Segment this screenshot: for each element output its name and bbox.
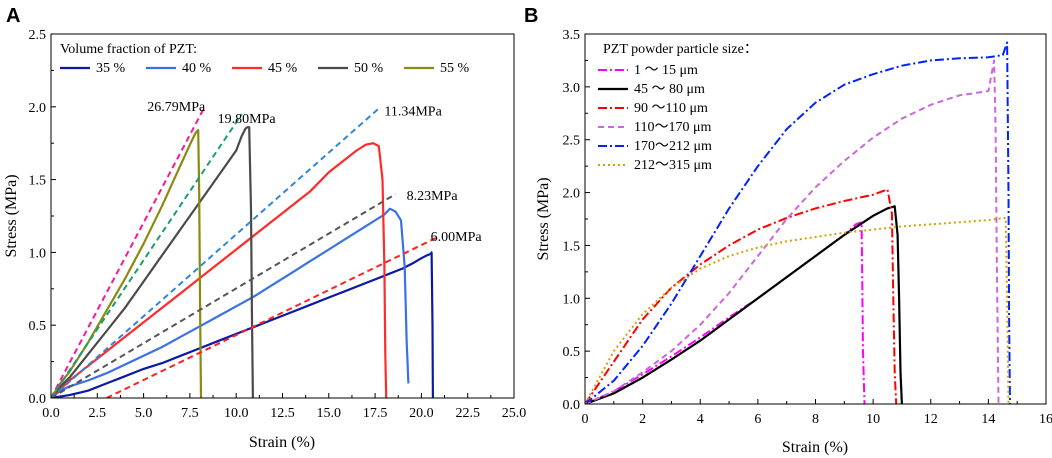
- panel-a-legend-title: Volume fraction of PZT:: [60, 42, 197, 57]
- y-tick-label: 3.5: [563, 28, 581, 43]
- x-tick-label: 12.5: [270, 406, 295, 421]
- fit-line-3: [51, 106, 382, 398]
- panel-b-y-axis-title: Stress (MPa): [535, 177, 552, 260]
- legend-label: 55 %: [440, 61, 470, 76]
- y-tick-label: 0.0: [29, 392, 47, 407]
- series-line-6: [585, 216, 1010, 404]
- fit-line-1: [51, 106, 206, 398]
- modulus-annotation: 19.80MPa: [218, 112, 277, 127]
- y-tick-label: 1.0: [29, 246, 47, 261]
- x-tick-label: 0.0: [42, 406, 60, 421]
- y-tick-label: 0.5: [563, 345, 581, 360]
- x-tick-label: 4: [697, 412, 704, 427]
- series-line-4: [585, 59, 1000, 404]
- x-tick-label: 20.0: [409, 406, 434, 421]
- modulus-annotation: 26.79MPa: [147, 100, 206, 115]
- x-tick-label: 8: [812, 412, 819, 427]
- panel-a-legend-items: 35 % 40 % 45 % 50 % 55 %: [60, 61, 470, 76]
- y-tick-label: 2.5: [29, 28, 47, 43]
- modulus-annotation: 6.00MPa: [431, 230, 483, 245]
- x-tick-label: 15.0: [317, 406, 342, 421]
- panel-b-ticks: 0 2 4 6 8 10 12 14 16 0.0 0.5 1.0 1.5 2.0 2.5 3.0 3.5: [563, 28, 1052, 427]
- legend-label: 50 %: [354, 61, 384, 76]
- series-line-1: [51, 251, 434, 398]
- legend-label: 45 %: [268, 61, 298, 76]
- panel-b-legend-items: 1 ～ 15 μm 45 ～ 80 μm 90 ～110 μm 110～170 μm 1…: [598, 63, 712, 173]
- panel-a-legend: Volume fraction of PZT: 35 % 40 % 45 % 50 %…: [60, 42, 470, 76]
- y-tick-label: 2.0: [29, 101, 47, 116]
- series-line-2: [51, 207, 410, 398]
- x-tick-label: 5.0: [135, 406, 153, 421]
- y-tick-label: 1.5: [563, 239, 581, 254]
- x-tick-label: 6: [754, 412, 761, 427]
- series-line-5: [585, 41, 1011, 404]
- panel-a-axes-frame: [50, 33, 515, 399]
- fit-line-2: [51, 113, 243, 398]
- panel-a-ticks: 0.0 2.5 5.0 7.5 10.0 12.5 15.0 17.5 20.0 22.5 25.0…: [29, 28, 527, 421]
- panel-a-y-axis-title: Stress (MPa): [3, 174, 20, 257]
- x-tick-label: 22.5: [455, 406, 480, 421]
- panel-a-x-axis-title: Strain (%): [249, 434, 315, 451]
- series-line-2: [585, 205, 903, 404]
- y-tick-label: 1.0: [563, 292, 581, 307]
- legend-label: 170～212 μm: [634, 139, 712, 154]
- y-tick-label: 0.5: [29, 319, 47, 334]
- y-tick-label: 2.0: [563, 187, 581, 202]
- panel-b-plot-area: [585, 41, 1011, 404]
- y-tick-label: 1.5: [29, 174, 47, 189]
- modulus-annotation: 11.34MPa: [384, 105, 442, 120]
- modulus-annotation: 8.23MPa: [407, 189, 459, 204]
- legend-label: 110～170 μm: [634, 120, 711, 135]
- y-tick-label: 0.0: [563, 398, 581, 413]
- legend-label: 45 ～ 80 μm: [634, 82, 705, 97]
- x-tick-label: 12: [924, 412, 938, 427]
- series-line-4: [51, 126, 254, 398]
- panel-b-legend-title: PZT powder particle size：: [603, 42, 758, 57]
- fit-line-4: [51, 193, 396, 398]
- x-tick-label: 10: [866, 412, 880, 427]
- panel-a-annotations: 26.79MPa 19.80MPa 11.34MPa 8.23MPa 6.00MPa: [147, 100, 482, 245]
- panel-b-legend: PZT powder particle size： 1 ～ 15 μm 45 ～ …: [598, 42, 758, 173]
- series-line-3: [51, 142, 388, 398]
- legend-label: 212～315 μm: [634, 158, 712, 173]
- fit-line-5: [106, 236, 437, 398]
- series-line-5: [51, 129, 203, 398]
- y-tick-label: 2.5: [563, 134, 581, 149]
- y-tick-label: 3.0: [563, 81, 581, 96]
- legend-label: 90 ～110 μm: [634, 101, 708, 116]
- legend-label: 40 %: [182, 61, 212, 76]
- x-tick-label: 25.0: [502, 406, 527, 421]
- panel-b: B 0 2 4 6 8 10 12 14 160.00.51.01.52.02.53.03.5 …: [524, 5, 1052, 456]
- series-line-3: [585, 188, 898, 404]
- x-tick-label: 2: [639, 412, 646, 427]
- panel-a: A 0.0 2.5 5.0 7.5 10.0 12.5 15.0 17.5 20.0 22.5 25…: [3, 5, 526, 451]
- x-tick-label: 10.0: [224, 406, 249, 421]
- legend-label: 1 ～ 15 μm: [634, 63, 698, 78]
- x-tick-label: 16: [1039, 412, 1052, 427]
- panel-a-plot-area: [51, 106, 437, 398]
- x-tick-label: 0: [582, 412, 589, 427]
- x-tick-label: 7.5: [181, 406, 199, 421]
- x-tick-label: 14: [981, 412, 995, 427]
- panel-b-label: B: [524, 5, 538, 27]
- x-tick-label: 2.5: [89, 406, 107, 421]
- panel-b-x-axis-title: Strain (%): [782, 439, 848, 456]
- panel-a-label: A: [6, 5, 20, 27]
- x-tick-label: 17.5: [363, 406, 388, 421]
- legend-label: 35 %: [96, 61, 126, 76]
